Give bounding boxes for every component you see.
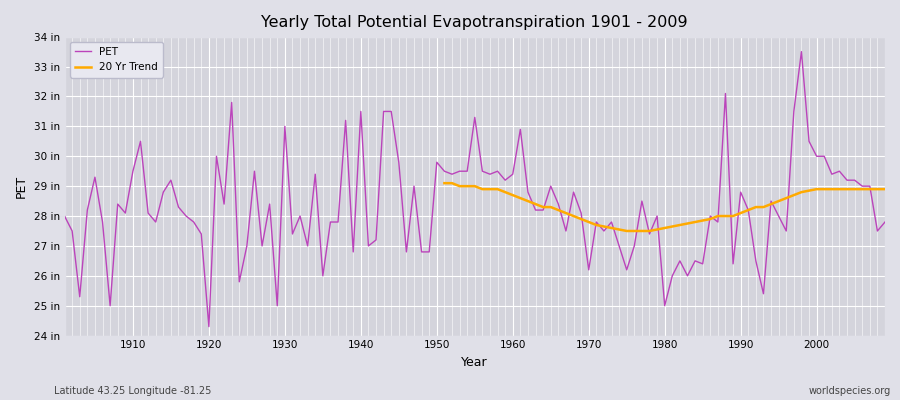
PET xyxy=(879,220,890,224)
Line: 20 Yr Trend: 20 Yr Trend xyxy=(445,183,885,231)
PET xyxy=(294,214,305,218)
PET xyxy=(515,127,526,132)
PET xyxy=(120,211,130,216)
Title: Yearly Total Potential Evapotranspiration 1901 - 2009: Yearly Total Potential Evapotranspiratio… xyxy=(262,15,688,30)
X-axis label: Year: Year xyxy=(462,356,488,369)
20 Yr Trend xyxy=(484,187,495,192)
Text: worldspecies.org: worldspecies.org xyxy=(809,386,891,396)
Text: Latitude 43.25 Longitude -81.25: Latitude 43.25 Longitude -81.25 xyxy=(54,386,212,396)
20 Yr Trend xyxy=(766,202,777,206)
Line: PET: PET xyxy=(65,52,885,327)
PET xyxy=(59,214,70,218)
PET xyxy=(340,118,351,123)
20 Yr Trend xyxy=(454,184,465,188)
PET xyxy=(796,49,806,54)
20 Yr Trend xyxy=(508,193,518,198)
Y-axis label: PET: PET xyxy=(15,174,28,198)
20 Yr Trend xyxy=(439,181,450,186)
20 Yr Trend xyxy=(674,223,685,228)
20 Yr Trend xyxy=(553,208,563,212)
20 Yr Trend xyxy=(879,187,890,192)
Legend: PET, 20 Yr Trend: PET, 20 Yr Trend xyxy=(70,42,163,78)
PET xyxy=(606,220,616,224)
PET xyxy=(508,172,518,176)
PET xyxy=(203,324,214,329)
20 Yr Trend xyxy=(621,228,632,233)
